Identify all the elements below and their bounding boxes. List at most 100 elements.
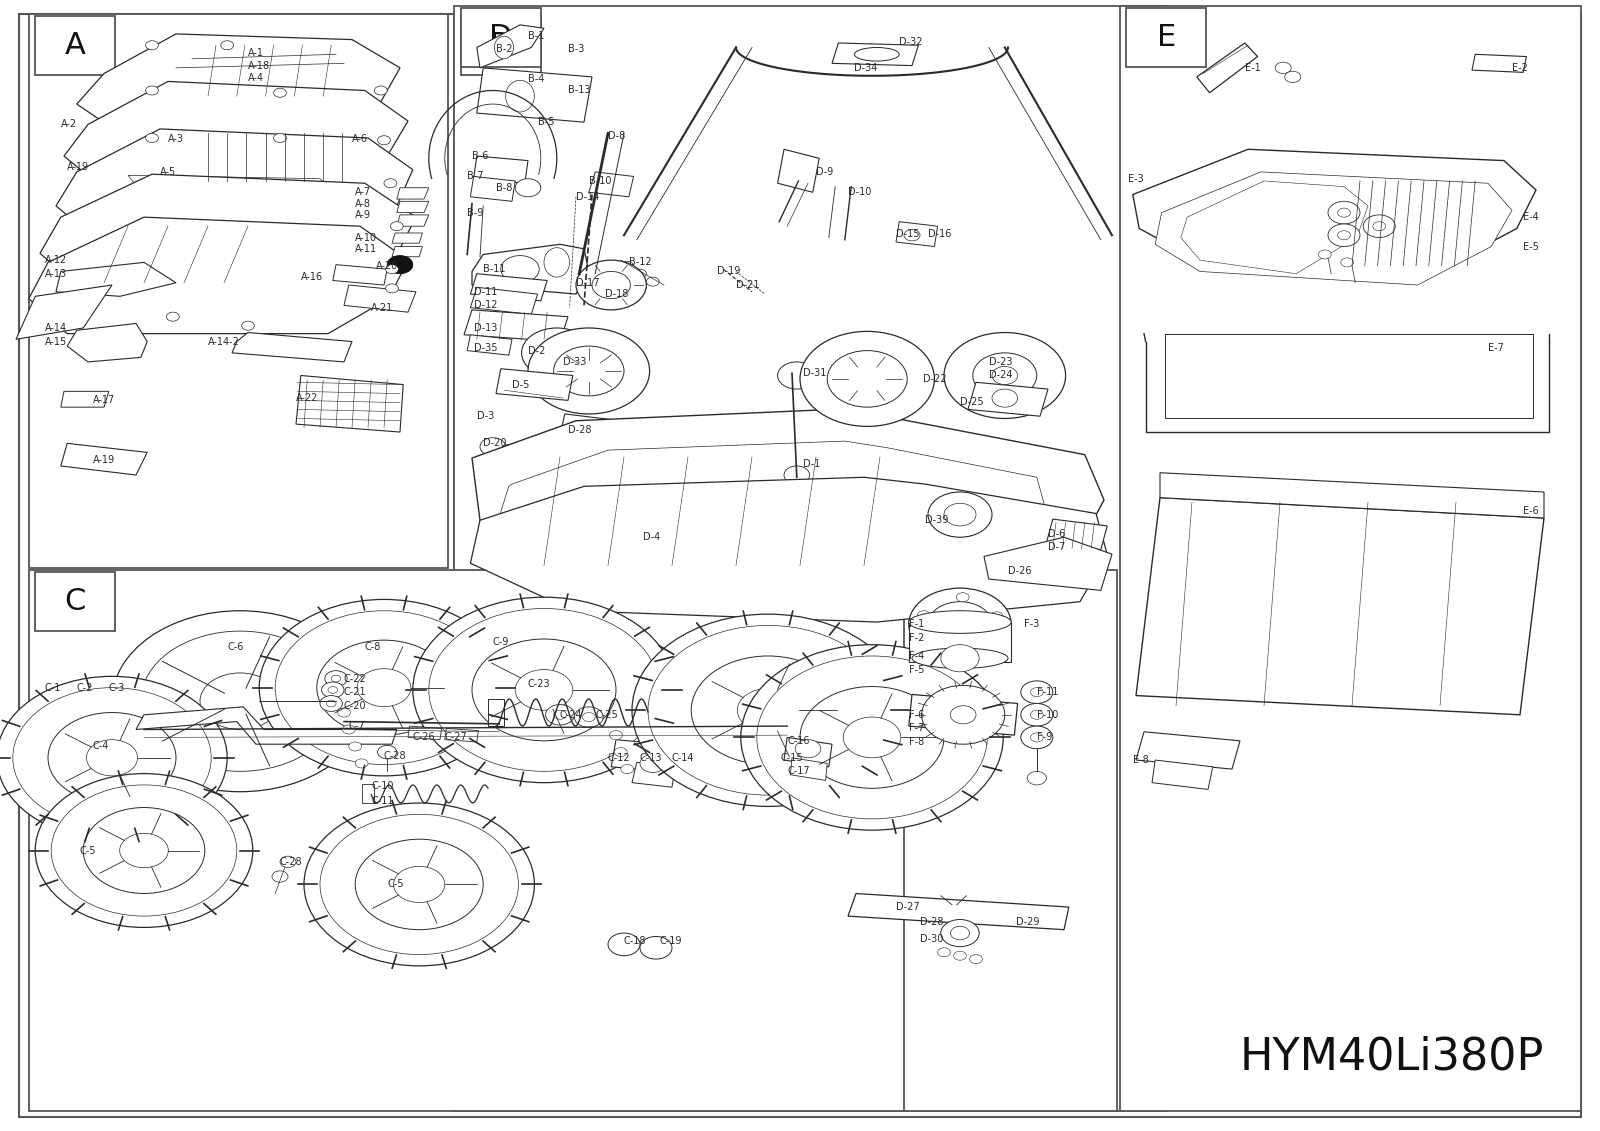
Polygon shape (1155, 172, 1512, 285)
Text: C-12: C-12 (608, 753, 630, 762)
Polygon shape (77, 34, 400, 133)
Text: C-5: C-5 (387, 880, 403, 889)
Circle shape (1027, 771, 1046, 785)
Text: F-1: F-1 (909, 620, 925, 629)
Circle shape (1373, 222, 1386, 231)
Text: B-11: B-11 (483, 265, 506, 274)
Circle shape (322, 682, 344, 698)
Text: D-20: D-20 (483, 439, 507, 448)
Circle shape (610, 731, 622, 740)
Polygon shape (344, 285, 416, 312)
Circle shape (738, 689, 798, 732)
Text: B-5: B-5 (538, 118, 554, 127)
Circle shape (1328, 201, 1360, 224)
Circle shape (501, 256, 539, 283)
Circle shape (242, 321, 254, 330)
Text: C-26: C-26 (413, 733, 435, 742)
Polygon shape (474, 156, 528, 183)
Text: A-3: A-3 (168, 135, 184, 144)
Text: A-6: A-6 (352, 135, 368, 144)
Circle shape (320, 696, 342, 711)
Polygon shape (909, 694, 1018, 735)
Circle shape (355, 839, 483, 930)
Text: D-7: D-7 (1048, 543, 1066, 552)
Text: B-12: B-12 (629, 258, 651, 267)
Text: B: B (490, 31, 512, 60)
Text: B-6: B-6 (472, 152, 488, 161)
Circle shape (1275, 62, 1291, 74)
Circle shape (328, 687, 338, 693)
Text: D-39: D-39 (925, 516, 949, 525)
Bar (904, 570, 1117, 1111)
Text: A-16: A-16 (301, 273, 323, 282)
Circle shape (554, 346, 624, 396)
Circle shape (592, 271, 630, 299)
Polygon shape (296, 375, 403, 432)
Polygon shape (778, 149, 819, 192)
Polygon shape (848, 893, 1069, 930)
Text: F-10: F-10 (1037, 710, 1058, 719)
Circle shape (741, 645, 1003, 830)
Circle shape (646, 277, 659, 286)
Text: E-8: E-8 (1133, 756, 1149, 765)
Text: D-16: D-16 (928, 230, 952, 239)
Circle shape (384, 179, 397, 188)
Circle shape (582, 713, 595, 722)
Polygon shape (1472, 54, 1526, 72)
Text: C-8: C-8 (365, 642, 381, 651)
Text: A-4: A-4 (248, 74, 264, 83)
Circle shape (954, 951, 966, 960)
Polygon shape (470, 176, 515, 201)
Circle shape (146, 86, 158, 95)
Circle shape (944, 503, 976, 526)
Ellipse shape (912, 648, 1008, 668)
Text: A-21: A-21 (371, 303, 394, 312)
Text: D-24: D-24 (989, 371, 1013, 380)
Polygon shape (477, 68, 592, 122)
Text: C-2: C-2 (77, 683, 93, 692)
Circle shape (904, 230, 920, 241)
Circle shape (757, 656, 987, 819)
Text: B-4: B-4 (528, 75, 544, 84)
Text: F-8: F-8 (909, 737, 925, 746)
Text: B-8: B-8 (496, 183, 512, 192)
Text: D-8: D-8 (608, 131, 626, 140)
Polygon shape (832, 43, 918, 66)
Circle shape (274, 133, 286, 143)
Text: D-34: D-34 (854, 63, 878, 72)
Bar (1126, 8, 1206, 67)
Circle shape (48, 713, 176, 803)
Circle shape (554, 710, 566, 719)
Text: D-30: D-30 (920, 934, 944, 943)
Circle shape (86, 740, 138, 776)
Circle shape (386, 284, 398, 293)
Text: A-20: A-20 (376, 261, 398, 270)
Circle shape (950, 926, 970, 940)
Circle shape (120, 834, 168, 867)
Text: A-2: A-2 (61, 120, 77, 129)
Text: F: F (942, 587, 958, 616)
Polygon shape (1197, 43, 1258, 93)
Text: D-6: D-6 (1048, 529, 1066, 538)
Text: A-9: A-9 (355, 210, 371, 219)
Polygon shape (984, 537, 1112, 590)
Text: D-13: D-13 (474, 323, 498, 333)
Text: C-3: C-3 (109, 683, 125, 692)
Text: E-7: E-7 (1488, 344, 1504, 353)
Text: A-12: A-12 (45, 256, 67, 265)
Text: D-32: D-32 (899, 37, 923, 46)
Text: C-11: C-11 (371, 796, 394, 805)
Circle shape (394, 866, 445, 903)
Text: A-14: A-14 (45, 323, 67, 333)
Circle shape (574, 707, 603, 727)
Text: C-4: C-4 (93, 742, 109, 751)
Text: C-28: C-28 (384, 751, 406, 760)
Polygon shape (67, 323, 147, 362)
Text: A-19: A-19 (67, 163, 90, 172)
Text: D-15: D-15 (896, 230, 920, 239)
Polygon shape (632, 762, 675, 787)
Circle shape (640, 754, 666, 772)
Ellipse shape (494, 36, 514, 59)
Circle shape (546, 705, 574, 725)
Polygon shape (470, 274, 547, 301)
